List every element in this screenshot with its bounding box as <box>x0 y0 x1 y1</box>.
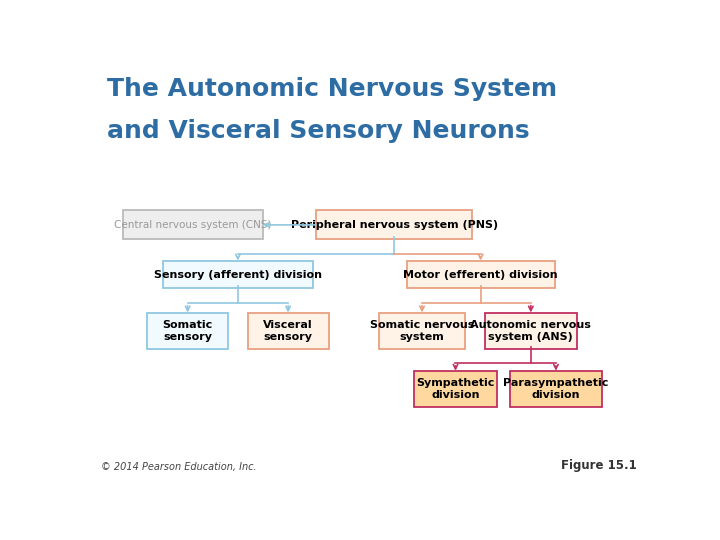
FancyBboxPatch shape <box>379 313 465 349</box>
FancyBboxPatch shape <box>316 211 472 239</box>
Text: and Visceral Sensory Neurons: and Visceral Sensory Neurons <box>107 119 529 143</box>
Text: Sympathetic
division: Sympathetic division <box>416 379 495 400</box>
FancyBboxPatch shape <box>147 313 228 349</box>
FancyBboxPatch shape <box>248 313 328 349</box>
Text: Visceral
sensory: Visceral sensory <box>264 320 313 342</box>
FancyBboxPatch shape <box>413 372 498 407</box>
FancyBboxPatch shape <box>407 261 554 288</box>
FancyBboxPatch shape <box>163 261 313 288</box>
Text: Figure 15.1: Figure 15.1 <box>561 460 637 472</box>
Text: Parasympathetic
division: Parasympathetic division <box>503 379 608 400</box>
Text: Somatic nervous
system: Somatic nervous system <box>370 320 474 342</box>
Text: Central nervous system (CNS): Central nervous system (CNS) <box>114 220 272 230</box>
Text: © 2014 Pearson Education, Inc.: © 2014 Pearson Education, Inc. <box>101 462 257 472</box>
Text: Autonomic nervous
system (ANS): Autonomic nervous system (ANS) <box>470 320 591 342</box>
Text: The Autonomic Nervous System: The Autonomic Nervous System <box>107 77 557 102</box>
Text: Motor (efferent) division: Motor (efferent) division <box>403 270 558 280</box>
Text: Somatic
sensory: Somatic sensory <box>163 320 213 342</box>
Text: Sensory (afferent) division: Sensory (afferent) division <box>154 270 322 280</box>
Text: Peripheral nervous system (PNS): Peripheral nervous system (PNS) <box>291 220 498 230</box>
FancyBboxPatch shape <box>510 372 602 407</box>
FancyBboxPatch shape <box>124 211 263 239</box>
FancyBboxPatch shape <box>485 313 577 349</box>
